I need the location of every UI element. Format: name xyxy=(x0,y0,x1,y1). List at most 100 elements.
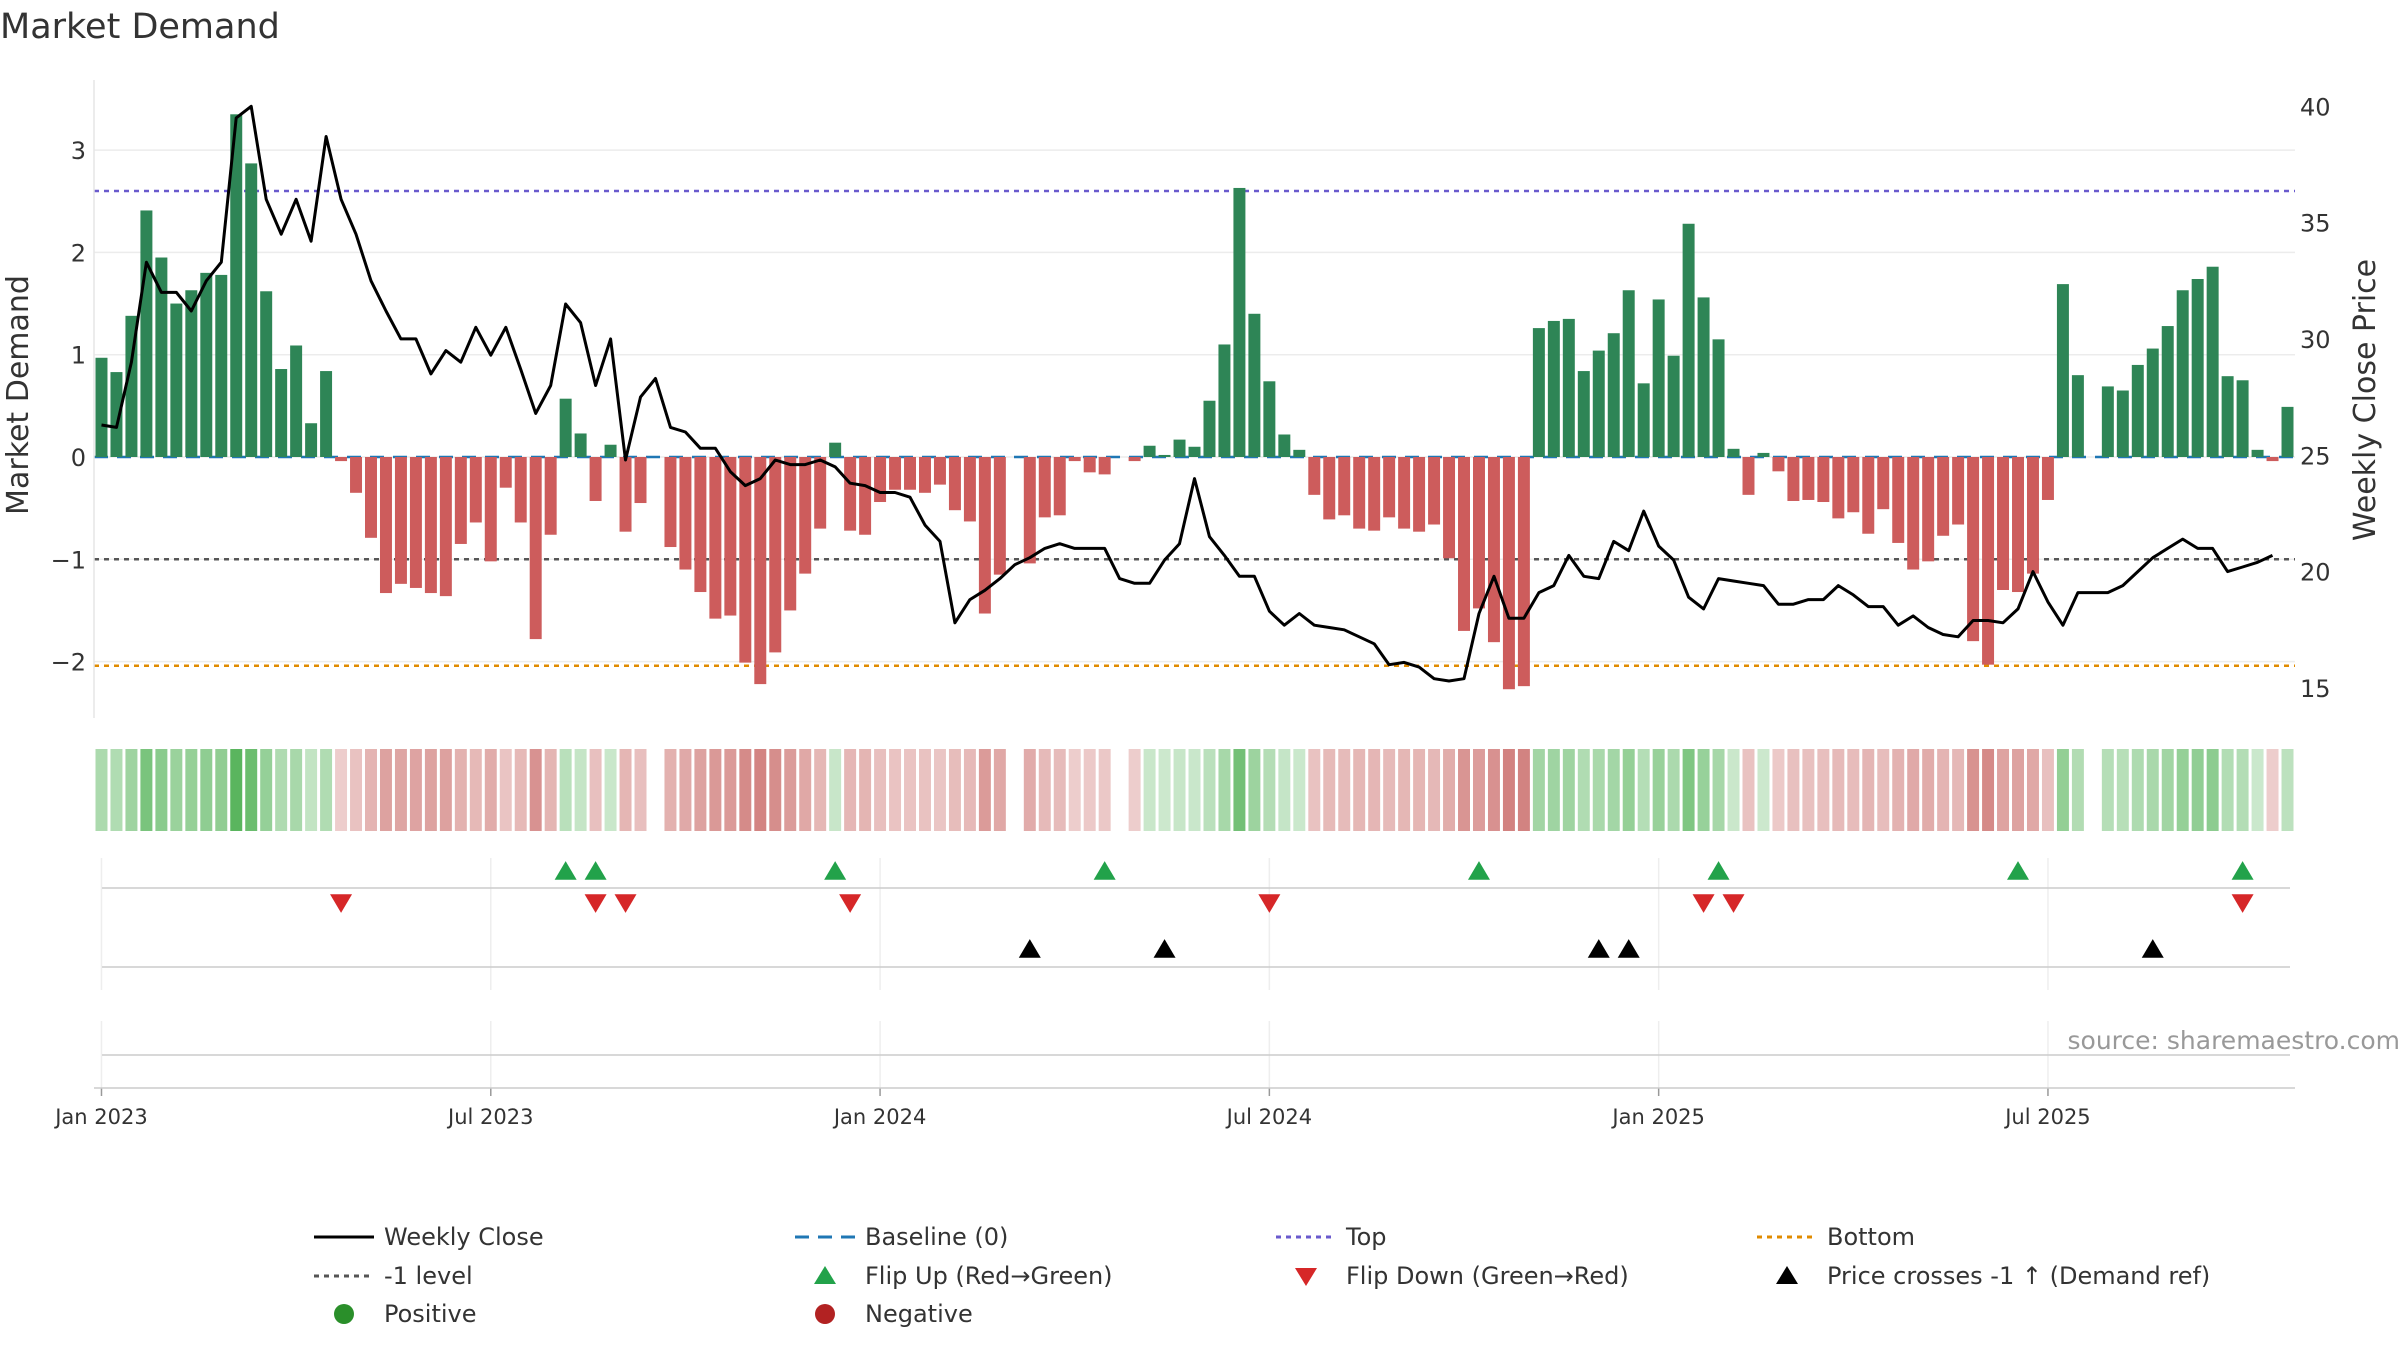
price-cross-marker xyxy=(2141,939,2164,958)
demand-bar xyxy=(1443,457,1456,559)
demand-bar xyxy=(409,457,422,588)
legend-swatch-triangle-up xyxy=(1776,1266,1798,1284)
demand-bar xyxy=(1622,290,1635,457)
heat-cell xyxy=(993,749,1006,831)
heat-cell xyxy=(1398,749,1411,831)
demand-bar xyxy=(1607,333,1620,457)
heat-cell xyxy=(1877,749,1890,831)
demand-bar xyxy=(2131,364,2144,457)
demand-bar xyxy=(1787,457,1800,501)
legend-label: Negative xyxy=(865,1300,973,1328)
heat-cell xyxy=(305,749,318,831)
demand-bar xyxy=(1083,457,1096,473)
demand-bar xyxy=(1877,457,1890,510)
demand-bar xyxy=(1173,439,1186,457)
heat-cell xyxy=(1862,749,1875,831)
demand-bar xyxy=(379,457,392,594)
heat-cell xyxy=(320,749,333,831)
event-rows xyxy=(100,858,2290,1090)
demand-bar xyxy=(1802,457,1815,500)
demand-bar xyxy=(1682,223,1695,457)
heat-cell xyxy=(1727,749,1740,831)
heat-cell xyxy=(1203,749,1216,831)
heat-cell xyxy=(1443,749,1456,831)
flip-down-marker xyxy=(584,894,607,913)
demand-bar xyxy=(2281,406,2294,457)
demand-bar xyxy=(499,457,512,488)
demand-bar xyxy=(709,457,722,619)
demand-bar xyxy=(1577,371,1590,457)
demand-bar xyxy=(1428,457,1441,525)
y-tick-left: −1 xyxy=(51,546,86,574)
heat-cell xyxy=(784,749,797,831)
demand-bar xyxy=(739,457,752,663)
heat-cell xyxy=(1143,749,1156,831)
heat-cell xyxy=(2251,749,2264,831)
legend-label: -1 level xyxy=(384,1262,473,1290)
heat-cell xyxy=(140,749,153,831)
heat-cell xyxy=(1323,749,1336,831)
heat-cell xyxy=(874,749,887,831)
demand-bar xyxy=(1637,383,1650,457)
heat-cell xyxy=(2131,749,2144,831)
heat-cell xyxy=(2191,749,2204,831)
demand-bar xyxy=(1667,355,1680,457)
flip-up-marker xyxy=(1707,861,1730,880)
y-tick-left: 1 xyxy=(71,342,86,370)
heat-cell xyxy=(619,749,632,831)
demand-bar xyxy=(859,457,872,535)
heat-cell xyxy=(1068,749,1081,831)
legend-item: Top xyxy=(1276,1223,1387,1251)
demand-bar xyxy=(1233,187,1246,458)
heat-cell xyxy=(1278,749,1291,831)
right-axis: 40 35 30 25 20 15 xyxy=(2300,93,2331,703)
demand-bar xyxy=(200,272,213,457)
demand-bar xyxy=(1413,457,1426,532)
demand-bar xyxy=(724,457,737,616)
legend-item: Flip Down (Green→Red) xyxy=(1295,1262,1629,1290)
legend-item: -1 level xyxy=(314,1262,473,1290)
demand-bar xyxy=(529,457,542,640)
heat-cell xyxy=(1308,749,1321,831)
heat-cell xyxy=(1188,749,1201,831)
heat-cell xyxy=(2056,749,2069,831)
heat-cell xyxy=(439,749,452,831)
heat-cell xyxy=(2221,749,2234,831)
demand-bar xyxy=(1997,457,2010,590)
demand-bar xyxy=(1458,457,1470,631)
flip-up-marker xyxy=(584,861,607,880)
demand-bar xyxy=(574,433,587,457)
demand-bar xyxy=(155,257,168,457)
heat-cell xyxy=(1083,749,1096,831)
demand-bar xyxy=(469,457,482,523)
heat-cell xyxy=(1338,749,1351,831)
heat-cell xyxy=(754,749,767,831)
demand-bar xyxy=(1098,457,1111,475)
demand-bar xyxy=(694,457,707,593)
flip-down-marker xyxy=(1722,894,1745,913)
heat-cell xyxy=(1532,749,1545,831)
heat-cell xyxy=(1997,749,2010,831)
demand-bar xyxy=(1383,457,1396,518)
heat-cell xyxy=(739,749,752,831)
heat-cell xyxy=(1592,749,1605,831)
demand-bar xyxy=(2176,290,2189,457)
demand-bar xyxy=(2026,457,2039,574)
heat-cell xyxy=(694,749,707,831)
heat-cell xyxy=(1562,749,1575,831)
demand-bar xyxy=(1068,457,1081,462)
flip-down-marker xyxy=(614,894,637,913)
legend-swatch-triangle-down xyxy=(1295,1268,1317,1286)
demand-bar xyxy=(829,442,842,457)
x-tick-label: Jan 2025 xyxy=(1610,1105,1705,1129)
demand-bar xyxy=(634,457,647,504)
demand-bar xyxy=(1188,446,1201,457)
demand-bar xyxy=(2041,457,2054,500)
y-axis-label-left: Market Demand xyxy=(1,275,36,515)
demand-bar xyxy=(1532,328,1545,457)
heat-cell xyxy=(469,749,482,831)
flip-down-marker xyxy=(330,894,353,913)
demand-bar xyxy=(904,457,917,490)
demand-bar xyxy=(1967,457,1980,642)
